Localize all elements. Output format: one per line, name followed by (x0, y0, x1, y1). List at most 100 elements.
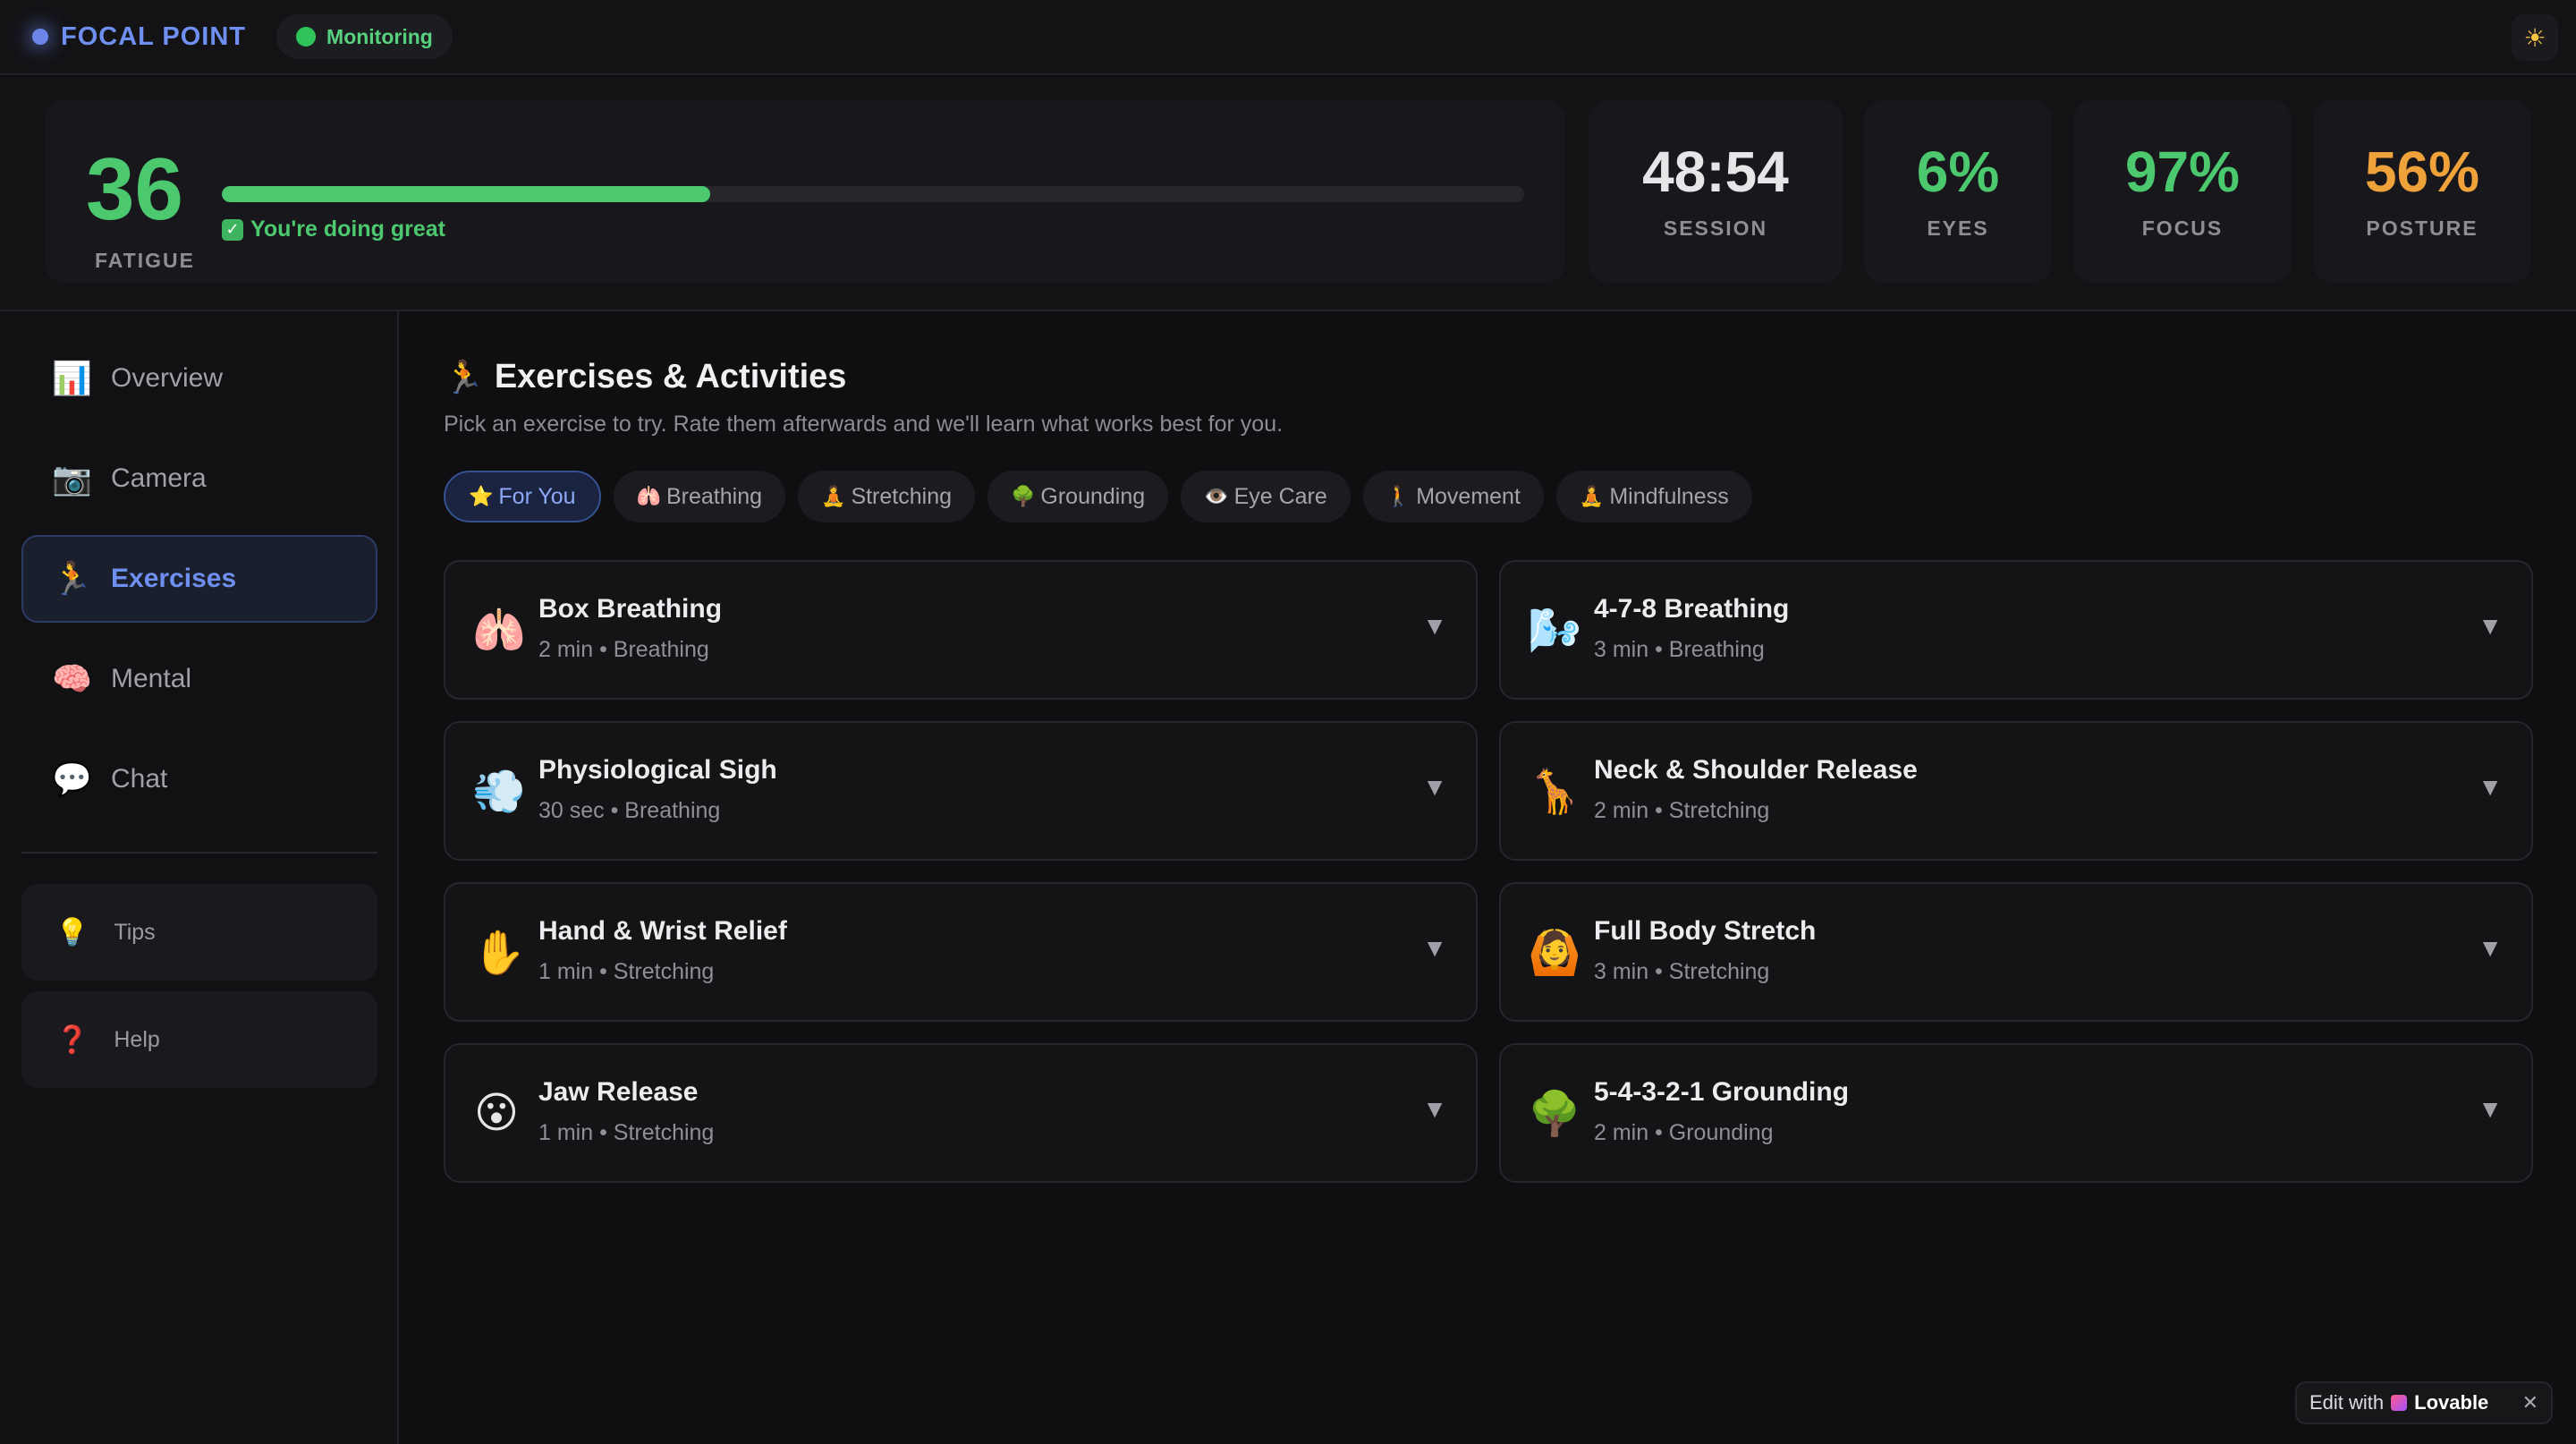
runner-icon: 🏃 (444, 358, 484, 395)
person-stretching-icon: 🙆 (1528, 930, 1581, 977)
exercise-card-full-body-stretch[interactable]: 🙆 Full Body Stretch 3 min • Stretching ▼ (1499, 882, 2533, 1022)
filter-chip-label: Stretching (851, 483, 952, 509)
filter-chip-breathing[interactable]: 🫁 Breathing (613, 471, 786, 522)
filter-chip-for-you[interactable]: ⭐ For You (444, 471, 601, 522)
chevron-down-icon[interactable]: ▼ (1422, 612, 1447, 640)
sidebar-item-label: Exercises (111, 564, 237, 593)
brand-name: FOCAL POINT (61, 21, 247, 51)
chevron-down-icon[interactable]: ▼ (1422, 1095, 1447, 1123)
page-title-text: Exercises & Activities (494, 358, 847, 395)
focus-value: 97% (2124, 139, 2241, 204)
hand-icon: ✋ (472, 930, 526, 977)
exercise-meta: 1 min • Stretching (538, 959, 715, 984)
filter-chip-label: Eye Care (1233, 483, 1327, 509)
exercise-card-hand-wrist-relief[interactable]: ✋ Hand & Wrist Relief 1 min • Stretching… (444, 882, 1478, 1022)
exercise-card-478-breathing[interactable]: 🌬️ 4-7-8 Breathing 3 min • Breathing ▼ (1499, 560, 2533, 700)
lungs-icon: 🫁 (472, 607, 526, 655)
brain-icon: 🧠 (52, 660, 92, 697)
exercise-meta: 2 min • Breathing (538, 637, 709, 662)
posture-value: 56% (2364, 139, 2480, 204)
open-mouth-face-icon: 😮 (473, 1090, 520, 1137)
chevron-down-icon[interactable]: ▼ (1422, 773, 1447, 801)
fatigue-progress-fill (222, 186, 710, 202)
main-content: 🏃 Exercises & Activities Pick an exercis… (401, 311, 2576, 1444)
exercise-card-neck-shoulder-release[interactable]: 🦒 Neck & Shoulder Release 2 min • Stretc… (1499, 721, 2533, 861)
exercise-title: Hand & Wrist Relief (538, 916, 787, 946)
focus-stat-card: 97% FOCUS (2073, 100, 2292, 283)
walking-icon: 🚶 (1385, 485, 1411, 507)
monitoring-status-label: Monitoring (326, 24, 433, 48)
lovable-logo-icon (2391, 1395, 2408, 1411)
lungs-icon: 🫁 (636, 485, 661, 507)
filter-chip-mindfulness[interactable]: 🧘 Mindfulness (1555, 471, 1752, 522)
session-label: SESSION (1663, 216, 1768, 240)
speech-bubble-icon: 💬 (52, 760, 92, 797)
exercise-card-jaw-release[interactable]: 😮 Jaw Release 1 min • Stretching ▼ (444, 1043, 1478, 1183)
monitoring-status-badge: Monitoring (276, 14, 453, 59)
filter-chip-stretching[interactable]: 🧘 Stretching (798, 471, 975, 522)
sidebar: 📊 Overview 📷 Camera 🏃 Exercises 🧠 Mental… (0, 311, 399, 1444)
chevron-down-icon[interactable]: ▼ (2478, 612, 2503, 640)
sidebar-item-chat[interactable]: 💬 Chat (21, 735, 377, 823)
exercise-meta: 3 min • Breathing (1594, 637, 1765, 662)
fatigue-card: 36 FATIGUE ✓ You're doing great (45, 100, 1565, 283)
sidebar-item-overview[interactable]: 📊 Overview (21, 335, 377, 422)
sidebar-item-label: Camera (111, 463, 207, 493)
sun-icon: ☀ (2523, 23, 2546, 52)
fatigue-status-text: You're doing great (250, 217, 445, 242)
chevron-down-icon[interactable]: ▼ (2478, 773, 2503, 801)
tips-label: Tips (114, 919, 156, 945)
filter-chip-label: For You (498, 483, 576, 509)
help-button[interactable]: ❓ Help (21, 991, 377, 1088)
posture-stat-card: 56% POSTURE (2313, 100, 2531, 283)
tips-button[interactable]: 💡 Tips (21, 884, 377, 981)
sidebar-item-label: Chat (111, 764, 168, 794)
page-title: 🏃 Exercises & Activities (444, 358, 846, 396)
sidebar-item-exercises[interactable]: 🏃 Exercises (21, 535, 377, 623)
theme-toggle-button[interactable]: ☀ (2512, 14, 2558, 61)
filter-chip-label: Breathing (666, 483, 763, 509)
dash-icon: 💨 (472, 769, 526, 816)
top-bar: FOCAL POINT Monitoring ☀ (0, 0, 2576, 75)
tree-icon: 🌳 (1011, 485, 1036, 507)
fatigue-status: ✓ You're doing great (222, 217, 445, 242)
filter-chip-eye-care[interactable]: 👁️ Eye Care (1181, 471, 1351, 522)
exercise-meta: 2 min • Stretching (1594, 798, 1770, 823)
badge-brand: Lovable (2414, 1391, 2489, 1414)
star-icon: ⭐ (469, 485, 494, 507)
exercise-title: 5-4-3-2-1 Grounding (1594, 1077, 1850, 1107)
sidebar-divider (21, 852, 377, 854)
filter-chip-movement[interactable]: 🚶 Movement (1362, 471, 1544, 522)
status-dot-icon (296, 27, 317, 47)
camera-icon: 📷 (52, 460, 92, 497)
meditation-icon: 🧘 (1579, 485, 1605, 507)
sidebar-item-mental[interactable]: 🧠 Mental (21, 635, 377, 723)
sidebar-item-camera[interactable]: 📷 Camera (21, 435, 377, 522)
eyes-label: EYES (1927, 216, 1989, 240)
brand[interactable]: FOCAL POINT (32, 22, 246, 52)
exercise-title: Box Breathing (538, 594, 723, 624)
exercise-card-physiological-sigh[interactable]: 💨 Physiological Sigh 30 sec • Breathing … (444, 721, 1478, 861)
edit-with-lovable-badge[interactable]: Edit with Lovable ✕ (2295, 1381, 2553, 1424)
sidebar-item-label: Mental (111, 664, 192, 693)
lightbulb-icon: 💡 (55, 917, 89, 947)
focus-label: FOCUS (2141, 216, 2224, 240)
chevron-down-icon[interactable]: ▼ (1422, 934, 1447, 962)
exercise-meta: 3 min • Stretching (1594, 959, 1770, 984)
yoga-icon: 🧘 (821, 485, 846, 507)
chevron-down-icon[interactable]: ▼ (2478, 1095, 2503, 1123)
chart-icon: 📊 (52, 360, 92, 396)
exercise-card-box-breathing[interactable]: 🫁 Box Breathing 2 min • Breathing ▼ (444, 560, 1478, 700)
question-mark-icon: ❓ (55, 1024, 89, 1055)
tree-icon: 🌳 (1528, 1091, 1581, 1138)
exercise-card-54321-grounding[interactable]: 🌳 5-4-3-2-1 Grounding 2 min • Grounding … (1499, 1043, 2533, 1183)
filter-chip-label: Grounding (1040, 483, 1146, 509)
badge-text: Edit with (2309, 1391, 2385, 1414)
chevron-down-icon[interactable]: ▼ (2478, 934, 2503, 962)
exercise-meta: 1 min • Stretching (538, 1120, 715, 1145)
close-icon[interactable]: ✕ (2521, 1391, 2538, 1414)
exercise-title: Neck & Shoulder Release (1594, 755, 1918, 785)
filter-chip-grounding[interactable]: 🌳 Grounding (987, 471, 1169, 522)
wind-icon: 🌬️ (1528, 607, 1581, 655)
